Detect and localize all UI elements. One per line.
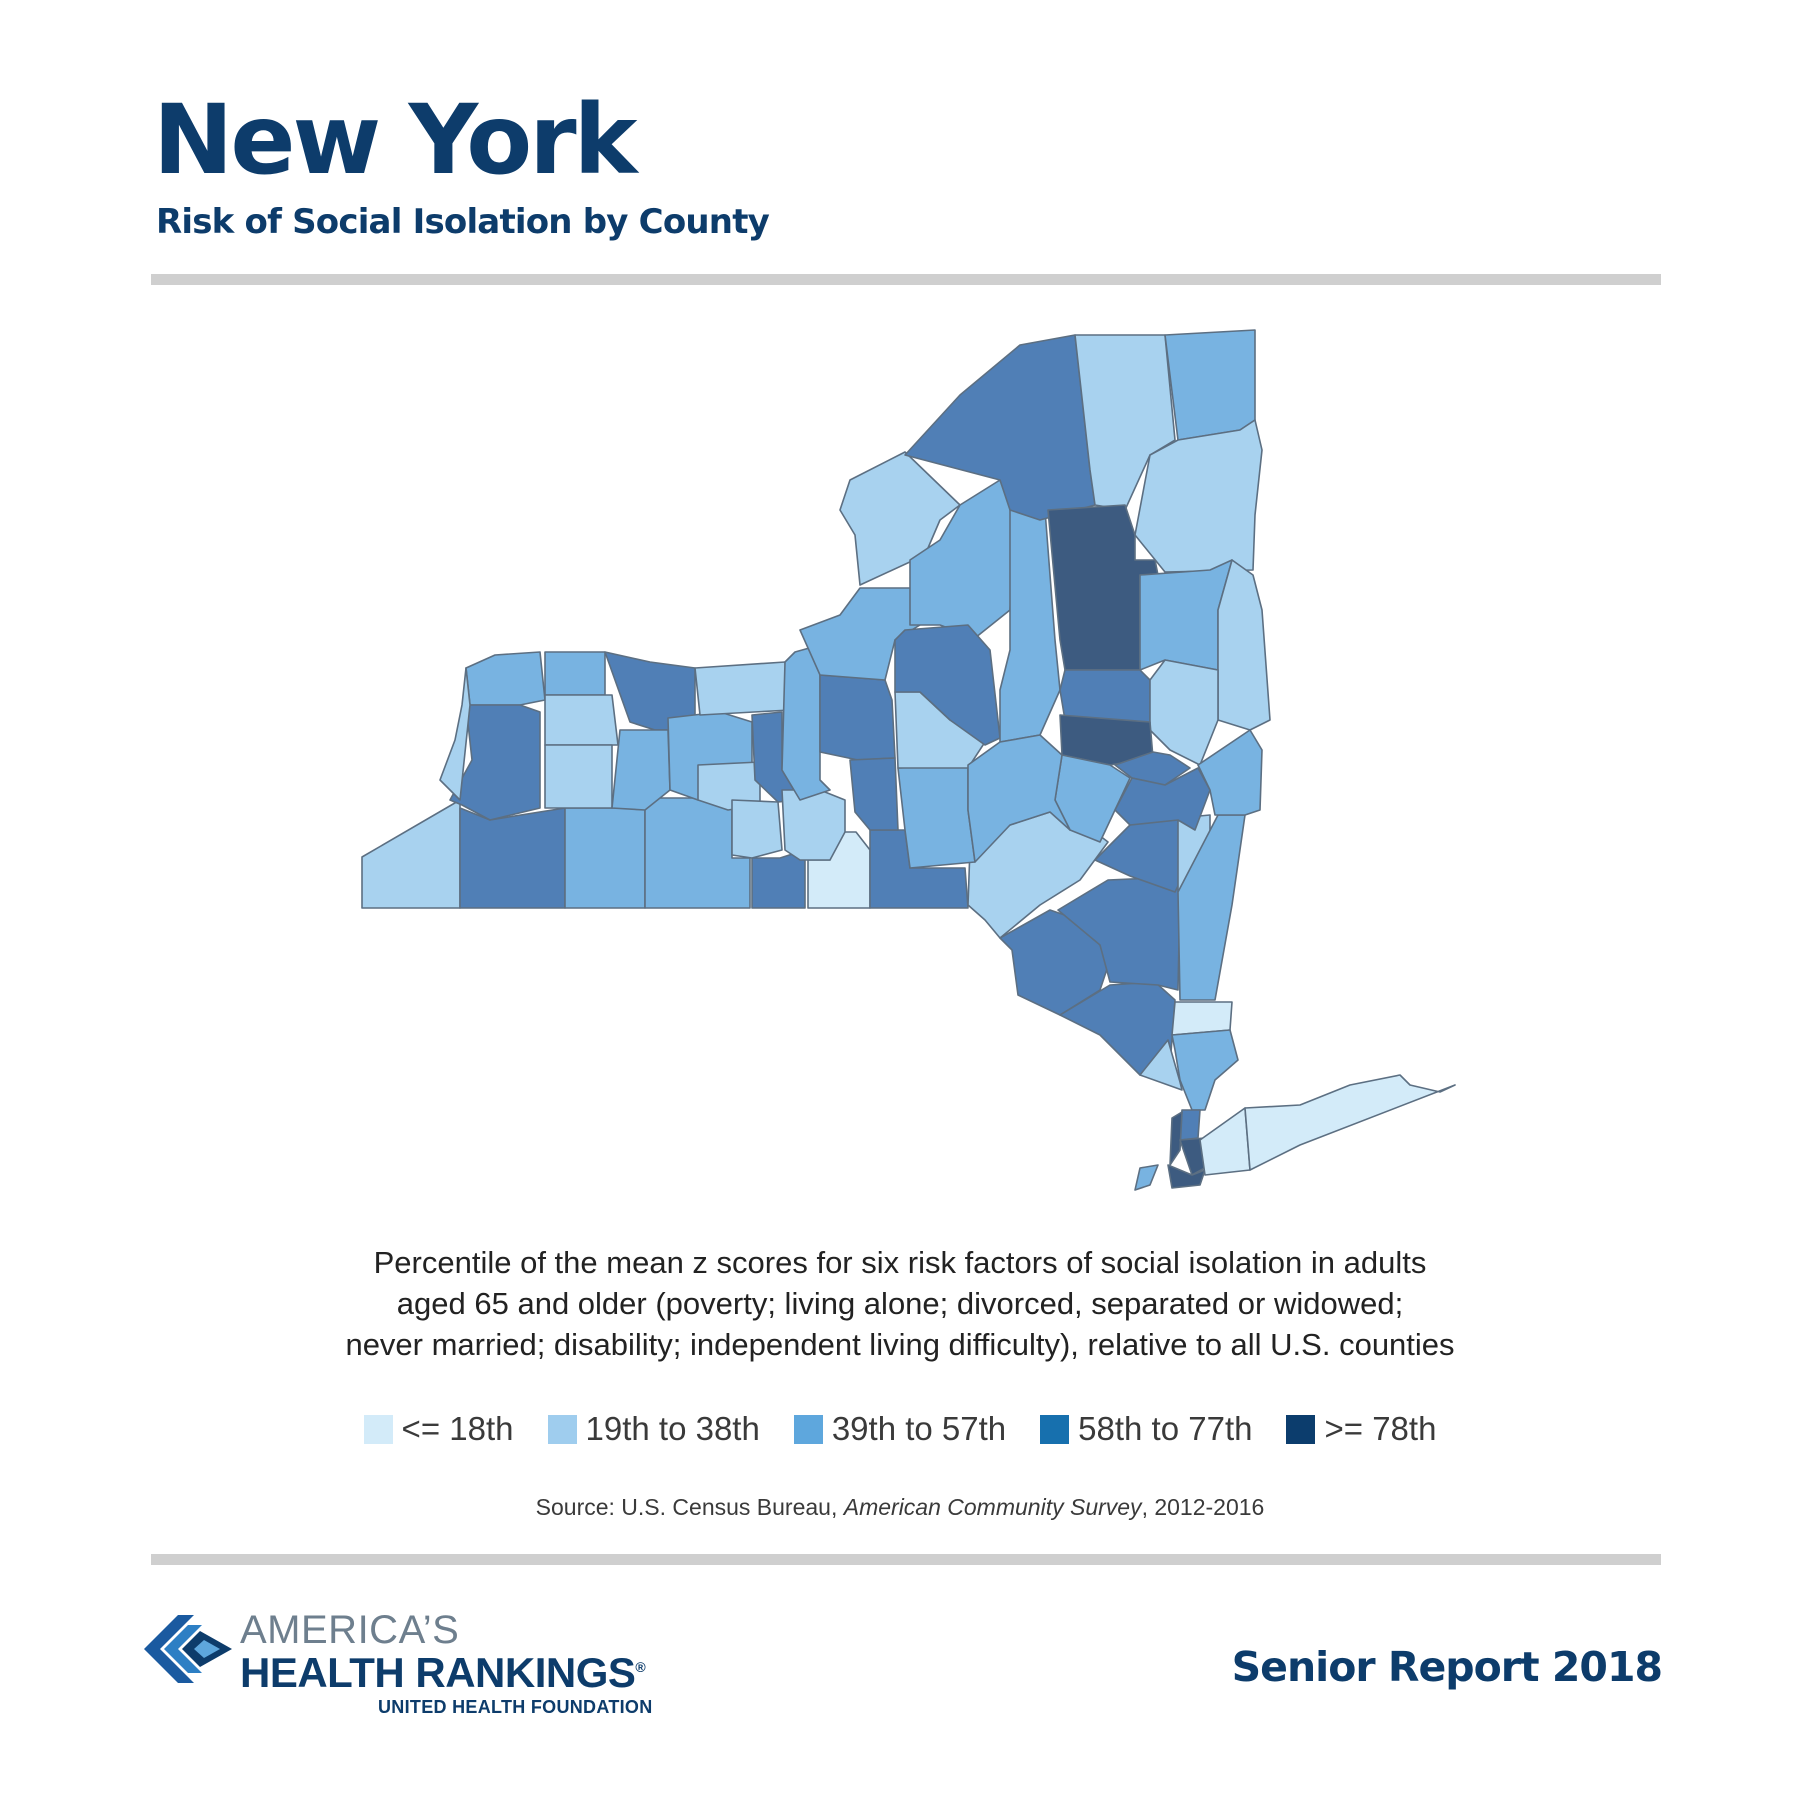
legend-item: 58th to 77th	[1040, 1410, 1252, 1448]
county-onondaga	[819, 674, 896, 761]
legend-swatch	[547, 1414, 577, 1444]
county-schuyler	[731, 799, 783, 859]
legend-label: 58th to 77th	[1078, 1410, 1253, 1447]
legend-item: >= 78th	[1286, 1410, 1436, 1448]
county-washington	[1217, 559, 1271, 731]
county-chautauqua-shore	[439, 667, 471, 801]
county-cortland	[849, 757, 899, 831]
legend-item: 39th to 57th	[793, 1410, 1007, 1448]
legend-swatch	[363, 1414, 393, 1444]
county-new-york	[1169, 1111, 1183, 1166]
county-rockland	[1139, 1039, 1183, 1091]
county-oneida	[894, 624, 1001, 746]
legend-swatch	[1040, 1414, 1070, 1444]
county-chautauqua	[361, 799, 461, 909]
county-saratoga	[1149, 659, 1219, 766]
diamond-logo-icon	[144, 1615, 232, 1683]
caption-line: aged 65 and older (poverty; living alone…	[396, 1286, 1404, 1321]
county-niagara	[465, 651, 546, 706]
county-westchester	[1171, 1029, 1239, 1111]
legend-label: 19th to 38th	[585, 1410, 760, 1447]
county-cayuga	[781, 644, 831, 801]
county-kings	[1167, 1164, 1206, 1189]
legend-swatch	[793, 1414, 823, 1444]
county-rensselaer	[1197, 729, 1263, 816]
page-title: New York	[153, 84, 637, 196]
county-genesee	[544, 694, 619, 746]
county-albany	[1114, 767, 1211, 831]
county-bronx	[1179, 1109, 1201, 1141]
county-suffolk	[1244, 1074, 1456, 1171]
legend-item: 19th to 38th	[547, 1410, 760, 1448]
county-otsego	[967, 734, 1071, 863]
caption-line: never married; disability; independent l…	[345, 1327, 1455, 1362]
county-clinton	[1164, 329, 1256, 441]
logo-text-health-rankings: HEALTH RANKINGS®	[240, 1649, 646, 1696]
source-title: American Community Survey	[843, 1494, 1142, 1520]
county-nassau	[1199, 1107, 1251, 1176]
county-chenango	[897, 764, 976, 869]
county-essex	[1134, 419, 1263, 573]
county-chemung	[751, 849, 806, 909]
logo-text-americas: AMERICA’S	[240, 1608, 460, 1652]
map-caption: Percentile of the mean z scores for six …	[200, 1242, 1600, 1365]
bottom-divider	[151, 1554, 1661, 1565]
page-subtitle: Risk of Social Isolation by County	[156, 202, 770, 242]
county-richmond	[1134, 1164, 1159, 1191]
source-note: Source: U.S. Census Bureau, American Com…	[0, 1494, 1800, 1521]
county-wyoming	[544, 744, 613, 809]
county-livingston	[611, 729, 671, 811]
county-cattaraugus	[459, 807, 566, 909]
americas-health-rankings-logo: AMERICA’S HEALTH RANKINGS® UNITED HEALTH…	[142, 1606, 662, 1716]
legend-label: <= 18th	[401, 1410, 514, 1447]
county-orleans	[544, 651, 606, 696]
county-erie	[449, 704, 541, 821]
county-wayne	[694, 661, 791, 716]
source-suffix: , 2012-2016	[1141, 1494, 1265, 1520]
caption-line: Percentile of the mean z scores for six …	[373, 1245, 1427, 1280]
legend-swatch	[1286, 1414, 1316, 1444]
county-allegany	[564, 807, 646, 909]
registered-mark: ®	[635, 1659, 646, 1675]
report-title: Senior Report 2018	[1231, 1643, 1663, 1691]
legend-item: <= 18th	[363, 1410, 514, 1448]
top-divider	[151, 274, 1661, 285]
logo-text-foundation: UNITED HEALTH FOUNDATION	[378, 1697, 653, 1717]
county-ulster	[1057, 877, 1181, 991]
logo-text-main: HEALTH RANKINGS	[240, 1649, 636, 1696]
map-legend: <= 18th 19th to 38th 39th to 57th 58th t…	[0, 1410, 1800, 1448]
source-prefix: Source: U.S. Census Bureau,	[535, 1494, 844, 1520]
legend-label: >= 78th	[1324, 1410, 1437, 1447]
county-tompkins	[781, 789, 846, 861]
legend-label: 39th to 57th	[831, 1410, 1007, 1447]
